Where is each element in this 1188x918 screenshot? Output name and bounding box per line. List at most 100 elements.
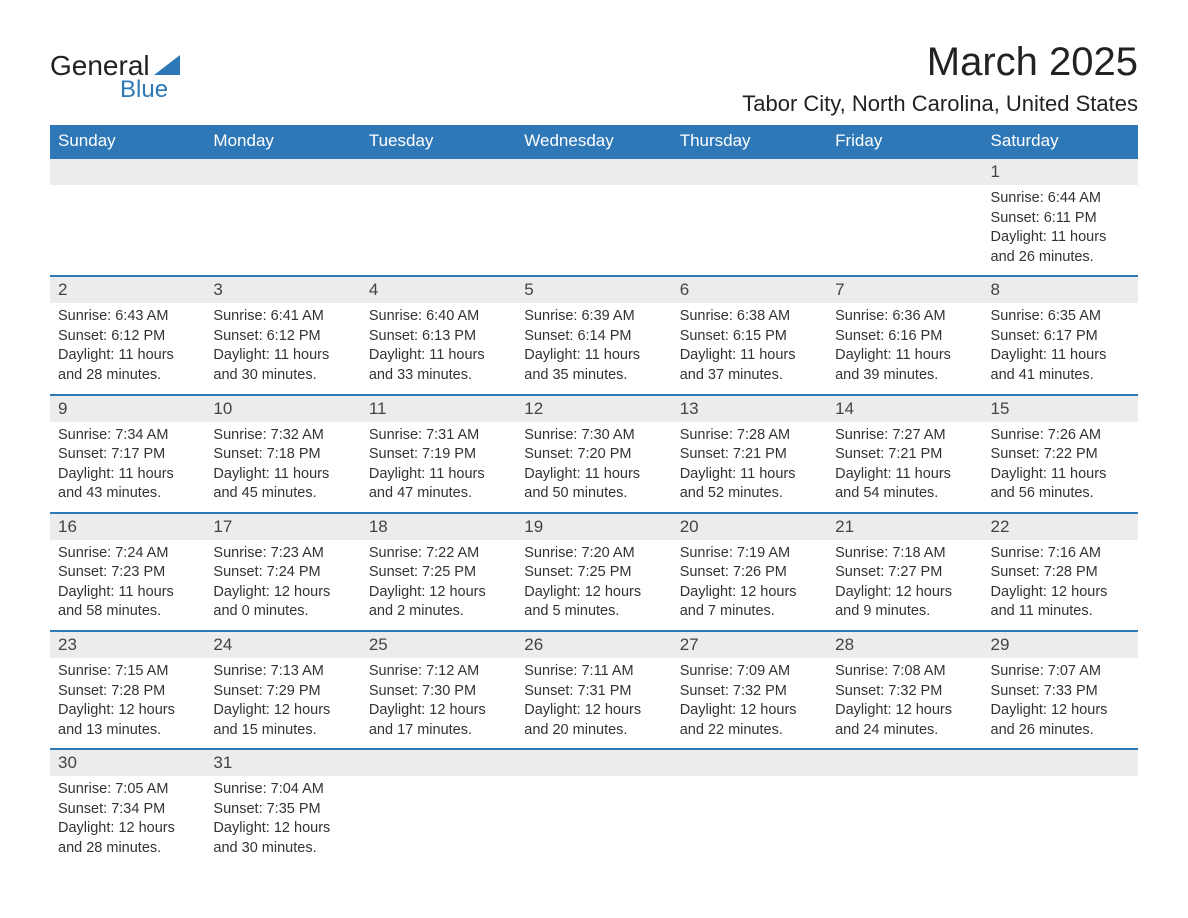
day-detail-cell: Sunrise: 7:28 AMSunset: 7:21 PMDaylight:… (672, 422, 827, 513)
sunset-text: Sunset: 7:25 PM (524, 563, 663, 583)
day-number-cell (205, 158, 360, 185)
sunrise-text: Sunrise: 7:16 AM (991, 544, 1130, 564)
day-detail-cell: Sunrise: 7:16 AMSunset: 7:28 PMDaylight:… (983, 540, 1138, 631)
day-detail-cell (827, 185, 982, 276)
day-number-cell (672, 158, 827, 185)
day-number: 28 (835, 635, 854, 654)
day2-text: and 50 minutes. (524, 484, 663, 504)
day2-text: and 0 minutes. (213, 602, 352, 622)
day-number: 31 (213, 753, 232, 772)
day2-text: and 7 minutes. (680, 602, 819, 622)
sunset-text: Sunset: 6:13 PM (369, 327, 508, 347)
day-number: 21 (835, 517, 854, 536)
day-detail-cell: Sunrise: 7:18 AMSunset: 7:27 PMDaylight:… (827, 540, 982, 631)
sunrise-text: Sunrise: 7:05 AM (58, 780, 197, 800)
day-number-cell: 7 (827, 276, 982, 303)
sunrise-text: Sunrise: 7:08 AM (835, 662, 974, 682)
day2-text: and 5 minutes. (524, 602, 663, 622)
day-number: 26 (524, 635, 543, 654)
day-number: 18 (369, 517, 388, 536)
day-detail-cell: Sunrise: 6:35 AMSunset: 6:17 PMDaylight:… (983, 303, 1138, 394)
sunset-text: Sunset: 7:20 PM (524, 445, 663, 465)
day-detail-cell: Sunrise: 6:44 AMSunset: 6:11 PMDaylight:… (983, 185, 1138, 276)
day1-text: Daylight: 12 hours (524, 701, 663, 721)
day2-text: and 22 minutes. (680, 721, 819, 741)
day-detail-cell: Sunrise: 7:34 AMSunset: 7:17 PMDaylight:… (50, 422, 205, 513)
day2-text: and 54 minutes. (835, 484, 974, 504)
day-detail-cell: Sunrise: 7:26 AMSunset: 7:22 PMDaylight:… (983, 422, 1138, 513)
day-number-cell: 4 (361, 276, 516, 303)
day2-text: and 28 minutes. (58, 366, 197, 386)
day-number-cell: 6 (672, 276, 827, 303)
day-number: 10 (213, 399, 232, 418)
sunrise-text: Sunrise: 7:23 AM (213, 544, 352, 564)
day-detail-cell: Sunrise: 7:23 AMSunset: 7:24 PMDaylight:… (205, 540, 360, 631)
sunset-text: Sunset: 7:31 PM (524, 682, 663, 702)
day-number-cell: 16 (50, 513, 205, 540)
sunset-text: Sunset: 7:18 PM (213, 445, 352, 465)
day1-text: Daylight: 11 hours (835, 346, 974, 366)
day2-text: and 28 minutes. (58, 839, 197, 859)
day1-text: Daylight: 12 hours (213, 701, 352, 721)
day-detail-cell: Sunrise: 7:05 AMSunset: 7:34 PMDaylight:… (50, 776, 205, 866)
week-number-row: 1 (50, 158, 1138, 185)
day-number-cell (983, 749, 1138, 776)
day-number-cell: 31 (205, 749, 360, 776)
day2-text: and 39 minutes. (835, 366, 974, 386)
day-detail-cell: Sunrise: 6:38 AMSunset: 6:15 PMDaylight:… (672, 303, 827, 394)
day-number-cell (50, 158, 205, 185)
day2-text: and 26 minutes. (991, 721, 1130, 741)
day1-text: Daylight: 12 hours (213, 583, 352, 603)
day-detail-cell (50, 185, 205, 276)
sunset-text: Sunset: 7:22 PM (991, 445, 1130, 465)
day-number: 13 (680, 399, 699, 418)
weekday-header-row: Sunday Monday Tuesday Wednesday Thursday… (50, 125, 1138, 158)
day2-text: and 33 minutes. (369, 366, 508, 386)
sunset-text: Sunset: 7:29 PM (213, 682, 352, 702)
day-number-cell: 29 (983, 631, 1138, 658)
day-number-cell: 22 (983, 513, 1138, 540)
day-detail-cell (516, 185, 671, 276)
day1-text: Daylight: 12 hours (991, 701, 1130, 721)
sunset-text: Sunset: 7:33 PM (991, 682, 1130, 702)
sunset-text: Sunset: 7:28 PM (991, 563, 1130, 583)
sunrise-text: Sunrise: 7:34 AM (58, 426, 197, 446)
day-number-cell: 19 (516, 513, 671, 540)
day-number-cell (361, 749, 516, 776)
day2-text: and 13 minutes. (58, 721, 197, 741)
sunrise-text: Sunrise: 7:07 AM (991, 662, 1130, 682)
sunset-text: Sunset: 7:24 PM (213, 563, 352, 583)
week-number-row: 23242526272829 (50, 631, 1138, 658)
day-number-cell: 8 (983, 276, 1138, 303)
day-detail-cell (516, 776, 671, 866)
sunset-text: Sunset: 7:27 PM (835, 563, 974, 583)
day1-text: Daylight: 11 hours (991, 346, 1130, 366)
day-number: 6 (680, 280, 689, 299)
day-number-cell: 2 (50, 276, 205, 303)
weekday-header: Tuesday (361, 125, 516, 158)
sunset-text: Sunset: 7:32 PM (680, 682, 819, 702)
sunrise-text: Sunrise: 7:18 AM (835, 544, 974, 564)
day-detail-cell: Sunrise: 7:15 AMSunset: 7:28 PMDaylight:… (50, 658, 205, 749)
day1-text: Daylight: 11 hours (369, 346, 508, 366)
weekday-header: Friday (827, 125, 982, 158)
day-detail-cell: Sunrise: 7:32 AMSunset: 7:18 PMDaylight:… (205, 422, 360, 513)
day-number-cell: 23 (50, 631, 205, 658)
day-detail-cell: Sunrise: 6:40 AMSunset: 6:13 PMDaylight:… (361, 303, 516, 394)
sunrise-text: Sunrise: 7:20 AM (524, 544, 663, 564)
day1-text: Daylight: 12 hours (58, 701, 197, 721)
day-detail-cell (827, 776, 982, 866)
day1-text: Daylight: 11 hours (369, 465, 508, 485)
day1-text: Daylight: 11 hours (991, 228, 1130, 248)
day2-text: and 11 minutes. (991, 602, 1130, 622)
day1-text: Daylight: 11 hours (213, 346, 352, 366)
day-number: 2 (58, 280, 67, 299)
calendar-table: Sunday Monday Tuesday Wednesday Thursday… (50, 125, 1138, 867)
weekday-header: Thursday (672, 125, 827, 158)
week-number-row: 16171819202122 (50, 513, 1138, 540)
day-number: 17 (213, 517, 232, 536)
sunset-text: Sunset: 6:16 PM (835, 327, 974, 347)
day-number-cell: 13 (672, 395, 827, 422)
day1-text: Daylight: 11 hours (680, 465, 819, 485)
day2-text: and 30 minutes. (213, 366, 352, 386)
